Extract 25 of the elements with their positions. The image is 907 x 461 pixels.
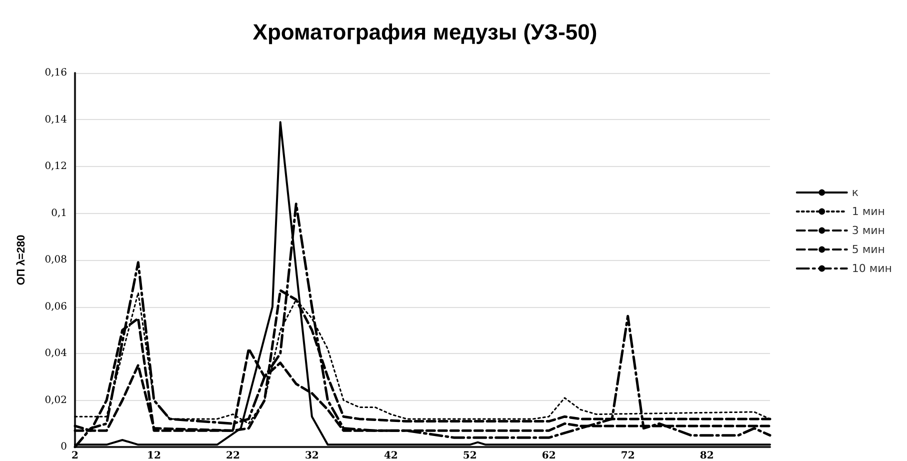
y-axis-title: ОП λ=280 xyxy=(16,234,28,286)
legend-label: 10 мин xyxy=(852,262,892,275)
x-tick-label: 42 xyxy=(384,450,398,461)
x-tick-label: 12 xyxy=(147,450,161,461)
chart-title: Хроматография медузы (УЗ-50) xyxy=(252,20,598,44)
y-tick-label: 0 xyxy=(60,442,67,452)
y-tick-label: 0,16 xyxy=(44,68,67,78)
x-tick-label: 22 xyxy=(226,450,240,461)
x-tick-label: 72 xyxy=(620,450,635,461)
y-tick-label: 0,08 xyxy=(44,254,67,266)
legend-label: 5 мин xyxy=(852,243,886,256)
legend-label: к xyxy=(852,186,859,199)
y-tick-label: 0,04 xyxy=(44,348,67,359)
y-tick-label: 0,14 xyxy=(44,114,67,126)
legend-label: 3 мин xyxy=(852,224,886,237)
y-tick-label: 0,06 xyxy=(44,301,67,312)
legend-label: 1 мин xyxy=(852,205,886,218)
y-tick-label: 0,12 xyxy=(44,161,67,172)
x-tick-label: 2 xyxy=(72,450,79,461)
x-tick-label: 32 xyxy=(304,450,319,461)
y-tick-label: 0,1 xyxy=(51,208,67,219)
x-tick-label: 52 xyxy=(462,450,477,461)
x-tick-label: 82 xyxy=(700,450,714,461)
y-tick-label: 0,02 xyxy=(44,394,67,406)
x-tick-label: 62 xyxy=(542,450,556,461)
